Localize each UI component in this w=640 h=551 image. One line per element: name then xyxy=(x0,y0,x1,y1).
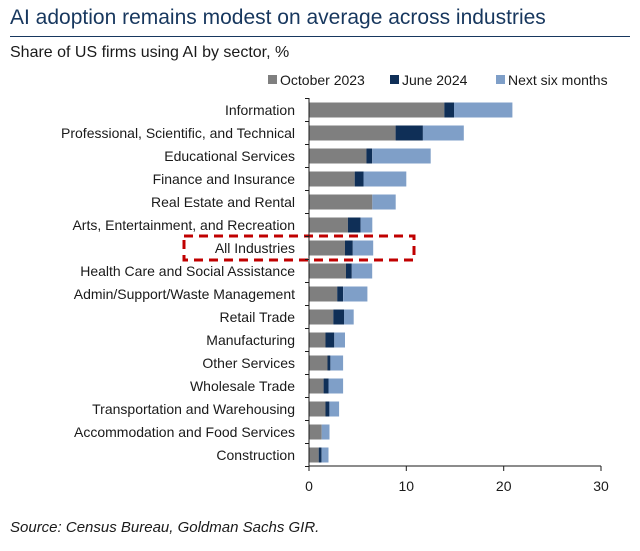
bar-segment xyxy=(337,286,343,302)
category-label: Transportation and Warehousing xyxy=(92,401,295,417)
bar-segment xyxy=(309,194,373,210)
category-label: Professional, Scientific, and Technical xyxy=(61,125,295,141)
chart-subtitle: Share of US firms using AI by sector, % xyxy=(10,44,290,61)
legend-label: October 2023 xyxy=(280,72,365,88)
category-label: Health Care and Social Assistance xyxy=(80,263,295,279)
bar-segment xyxy=(309,263,346,279)
bar-segment xyxy=(309,401,326,417)
x-tick-label: 10 xyxy=(399,478,415,494)
bar-segment xyxy=(363,171,407,187)
category-label: Other Services xyxy=(202,355,295,371)
category-label: Accommodation and Food Services xyxy=(74,424,295,440)
bar-segment xyxy=(330,355,344,371)
bar-segment xyxy=(321,447,329,463)
bar-segment xyxy=(347,217,361,233)
bar-chart: October 2023 June 2024 Next six months Info… xyxy=(61,72,609,494)
title-rule xyxy=(10,36,630,37)
bar-segment xyxy=(309,332,326,348)
bar-segment xyxy=(325,401,330,417)
legend-label: Next six months xyxy=(508,72,608,88)
bar-segment xyxy=(346,263,352,279)
bar-segment xyxy=(309,171,355,187)
bar-segment xyxy=(422,125,464,141)
highlight-box xyxy=(182,234,416,262)
bar-segment xyxy=(366,148,373,164)
category-label: Wholesale Trade xyxy=(190,378,295,394)
bar-segment xyxy=(309,102,445,118)
bar-segment xyxy=(345,240,353,256)
bar-segment xyxy=(328,378,344,394)
bar-segment xyxy=(309,309,334,325)
bar-segment xyxy=(309,240,345,256)
bar-segment xyxy=(329,401,340,417)
category-label: Arts, Entertainment, and Recreation xyxy=(72,217,295,233)
bar-segment xyxy=(309,286,338,302)
bar-segment xyxy=(309,447,319,463)
bar-segment xyxy=(309,378,324,394)
category-label: Retail Trade xyxy=(220,309,296,325)
bar-segment xyxy=(309,217,348,233)
bar-segment xyxy=(454,102,513,118)
bar-segment xyxy=(444,102,454,118)
x-tick-label: 0 xyxy=(305,478,313,494)
bar-segment xyxy=(321,424,330,440)
bar-segment xyxy=(309,424,322,440)
bar-segment xyxy=(360,217,373,233)
legend-label: June 2024 xyxy=(402,72,468,88)
bar-segment xyxy=(352,240,374,256)
x-tick-label: 30 xyxy=(593,478,609,494)
bar-segment xyxy=(325,332,335,348)
category-label: Information xyxy=(225,102,295,118)
x-tick-label: 20 xyxy=(496,478,512,494)
bar-segment xyxy=(351,263,373,279)
bar-segment xyxy=(309,148,367,164)
category-label: Finance and Insurance xyxy=(153,171,296,187)
bar-segment xyxy=(344,309,354,325)
category-label: Manufacturing xyxy=(206,332,295,348)
bar-segment xyxy=(327,355,331,371)
bar-segment xyxy=(354,171,364,187)
bar-segment xyxy=(309,125,396,141)
bar-segment xyxy=(333,309,344,325)
bar-segment xyxy=(323,378,329,394)
bar-segment xyxy=(318,447,322,463)
bar-segment xyxy=(372,194,396,210)
bar-segment xyxy=(372,148,431,164)
category-label: Admin/Support/Waste Management xyxy=(74,286,295,302)
category-label: All Industries xyxy=(215,240,295,256)
bar-segment xyxy=(334,332,345,348)
bar-segment xyxy=(395,125,423,141)
category-label: Educational Services xyxy=(164,148,295,164)
category-label: Construction xyxy=(216,447,295,463)
category-label: Real Estate and Rental xyxy=(151,194,295,210)
bar-segment xyxy=(309,355,328,371)
chart-title: AI adoption remains modest on average ac… xyxy=(10,6,546,29)
bar-segment xyxy=(343,286,368,302)
source-note: Source: Census Bureau, Goldman Sachs GIR… xyxy=(10,519,320,536)
legend-swatch xyxy=(268,75,277,84)
legend-swatch xyxy=(390,75,399,84)
legend-swatch xyxy=(496,75,505,84)
